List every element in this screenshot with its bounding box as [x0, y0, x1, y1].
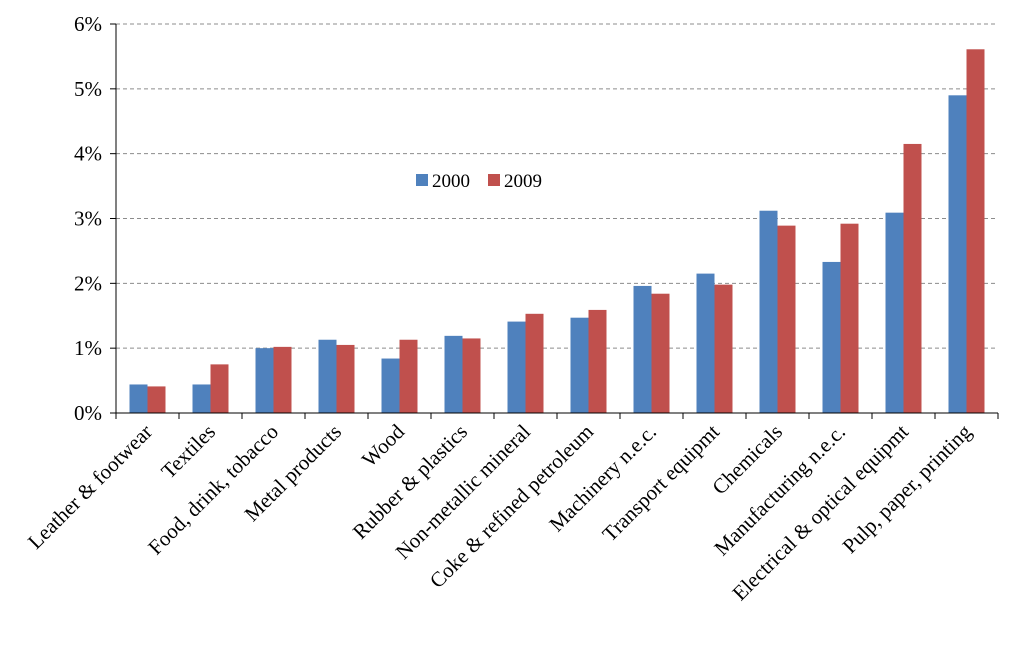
x-tick-label: Rubber & plastics — [348, 420, 472, 544]
y-tick-label: 6% — [74, 12, 102, 36]
y-tick-label: 2% — [74, 271, 102, 295]
bar-2009 — [210, 364, 229, 413]
bar-2000 — [948, 95, 967, 414]
bar-2009 — [399, 339, 418, 413]
bar-2009 — [273, 346, 292, 413]
y-tick-label: 4% — [74, 142, 102, 166]
legend-swatch-2009 — [488, 174, 500, 186]
x-tick-label: Leather & footwear — [23, 420, 157, 554]
legend-label-2009: 2009 — [504, 171, 542, 192]
bar-2000 — [255, 348, 274, 413]
gridlines — [116, 23, 998, 349]
bar-2000 — [696, 273, 715, 413]
bar-2009 — [903, 143, 922, 414]
bar-2000 — [381, 358, 400, 413]
legend-label-2000: 2000 — [432, 171, 470, 192]
y-tick-label: 0% — [74, 401, 102, 425]
bars — [129, 49, 985, 414]
bar-2000 — [759, 210, 778, 413]
legend-swatch-2000 — [416, 174, 428, 186]
bar-2000 — [633, 285, 652, 413]
bar-2000 — [885, 212, 904, 413]
y-tick-label: 5% — [74, 77, 102, 101]
bar-2009 — [462, 338, 481, 413]
bar-2009 — [651, 293, 670, 413]
x-tick-label: Wood — [357, 419, 409, 471]
bar-2009 — [714, 284, 733, 413]
bar-2000 — [192, 384, 211, 413]
legend: 2000 2009 — [416, 171, 542, 192]
bar-2009 — [777, 225, 796, 413]
y-tick-labels: 0% 1% 2% 3% 4% 5% 6% — [74, 12, 102, 425]
bar-2009 — [588, 309, 607, 413]
bar-2009 — [147, 386, 166, 413]
y-tick-label: 3% — [74, 207, 102, 231]
bar-2000 — [444, 335, 463, 413]
bar-2000 — [570, 317, 589, 413]
y-tick-label: 1% — [74, 336, 102, 360]
bar-2009 — [336, 344, 355, 413]
x-tick-label: Machinery n.e.c. — [544, 420, 661, 537]
bar-2000 — [129, 384, 148, 413]
bar-2009 — [840, 223, 859, 413]
bar-2009 — [525, 313, 544, 413]
axes — [110, 23, 999, 419]
bar-2000 — [822, 261, 841, 413]
bar-2000 — [318, 339, 337, 413]
bar-2009 — [966, 49, 985, 413]
bar-2000 — [507, 321, 526, 413]
x-tick-label: Transport equipmt — [597, 419, 724, 546]
